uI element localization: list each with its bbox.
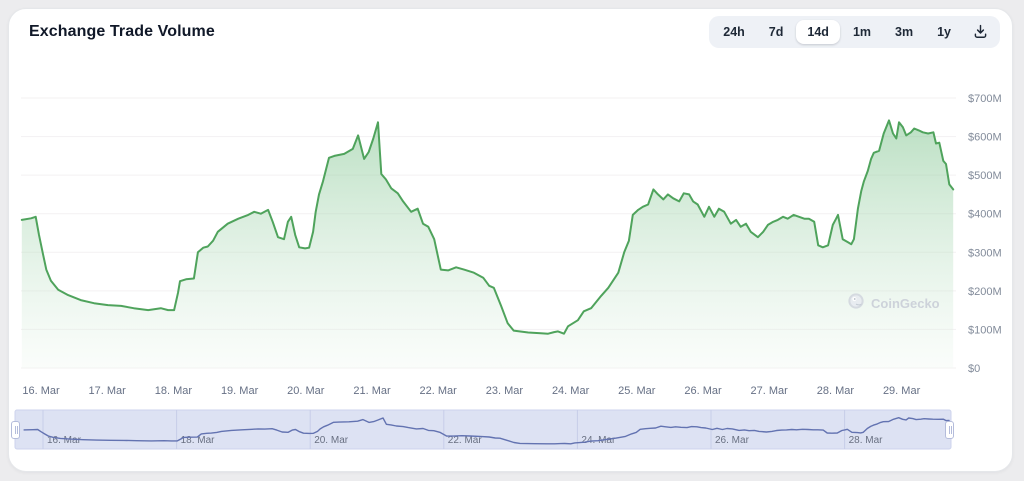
range-button-3m[interactable]: 3m	[884, 20, 924, 45]
y-tick-label: $700M	[968, 93, 1002, 105]
y-tick-label: $600M	[968, 132, 1002, 144]
x-tick-label: 23. Mar	[486, 385, 524, 397]
watermark-label: CoinGecko	[871, 296, 940, 311]
navigator-handle-left[interactable]	[11, 421, 20, 439]
x-tick-label: 26. Mar	[684, 385, 722, 397]
y-tick-label: $200M	[968, 286, 1002, 298]
x-tick-label: 29. Mar	[883, 385, 921, 397]
area-fill	[21, 120, 954, 369]
range-button-1m[interactable]: 1m	[842, 20, 882, 45]
range-selector: 24h 7d 14d 1m 3m 1y	[709, 16, 1000, 48]
volume-line	[20, 119, 955, 335]
x-tick-label: 24. Mar	[552, 385, 590, 397]
main-chart-layer: $700M $600M $500M $400M $300M $200M $100M $0 16.…	[20, 93, 1002, 397]
x-tick-label: 22. Mar	[420, 385, 458, 397]
x-tick-label: 21. Mar	[353, 385, 391, 397]
x-tick-label: 16. Mar	[22, 385, 60, 397]
volume-chart-svg[interactable]: $700M $600M $500M $400M $300M $200M $100M $0 16.…	[9, 9, 1013, 472]
navigator-handle-right[interactable]	[945, 421, 954, 439]
y-tick-label: $0	[968, 363, 980, 375]
x-tick-label: 25. Mar	[618, 385, 656, 397]
x-tick-label: 17. Mar	[89, 385, 127, 397]
range-button-14d[interactable]: 14d	[796, 19, 840, 45]
y-tick-label: $400M	[968, 209, 1002, 221]
range-button-1y[interactable]: 1y	[926, 20, 962, 45]
x-tick-label: 20. Mar	[287, 385, 325, 397]
range-button-24h[interactable]: 24h	[712, 20, 756, 45]
x-tick-label: 19. Mar	[221, 385, 259, 397]
gecko-icon	[847, 292, 865, 315]
watermark: CoinGecko	[847, 292, 940, 315]
y-tick-label: $300M	[968, 247, 1002, 259]
range-button-7d[interactable]: 7d	[758, 20, 795, 45]
x-tick-label: 27. Mar	[751, 385, 789, 397]
exchange-trade-volume-card: $700M $600M $500M $400M $300M $200M $100M $0 16.…	[8, 8, 1013, 472]
x-tick-label: 28. Mar	[817, 385, 855, 397]
chart-title: Exchange Trade Volume	[29, 23, 215, 40]
download-button[interactable]	[964, 19, 997, 45]
y-tick-label: $100M	[968, 324, 1002, 336]
download-icon	[972, 24, 989, 43]
x-tick-label: 18. Mar	[155, 385, 193, 397]
y-tick-label: $500M	[968, 170, 1002, 182]
